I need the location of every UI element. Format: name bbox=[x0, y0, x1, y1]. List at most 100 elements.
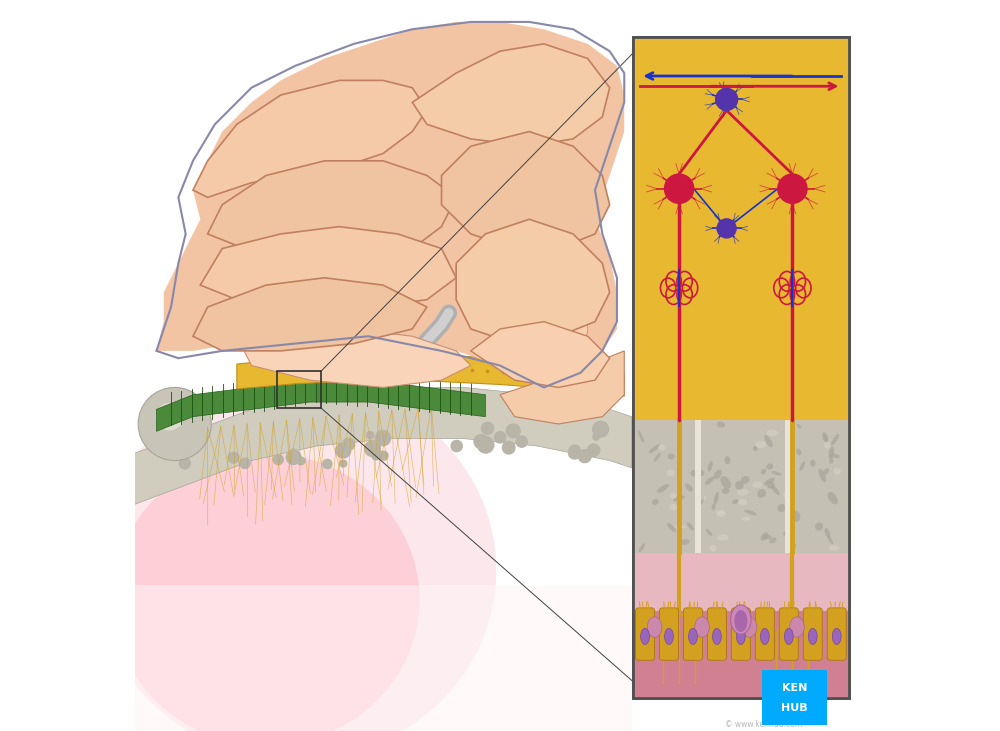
Ellipse shape bbox=[666, 469, 675, 477]
Ellipse shape bbox=[113, 453, 420, 731]
Circle shape bbox=[323, 459, 332, 469]
Ellipse shape bbox=[736, 629, 745, 645]
Ellipse shape bbox=[680, 539, 690, 545]
Ellipse shape bbox=[652, 499, 659, 505]
Bar bbox=[134, 585, 632, 731]
Ellipse shape bbox=[732, 499, 739, 504]
Ellipse shape bbox=[744, 510, 757, 515]
Ellipse shape bbox=[793, 511, 800, 522]
Ellipse shape bbox=[673, 496, 685, 501]
Ellipse shape bbox=[689, 629, 697, 645]
Ellipse shape bbox=[832, 629, 841, 645]
Circle shape bbox=[156, 404, 183, 430]
Ellipse shape bbox=[808, 629, 817, 645]
Ellipse shape bbox=[796, 449, 801, 455]
Circle shape bbox=[506, 424, 520, 438]
Ellipse shape bbox=[761, 469, 766, 474]
Ellipse shape bbox=[639, 543, 645, 552]
Ellipse shape bbox=[767, 430, 778, 436]
Ellipse shape bbox=[830, 454, 840, 458]
Circle shape bbox=[336, 443, 351, 458]
Ellipse shape bbox=[713, 629, 721, 645]
Ellipse shape bbox=[792, 544, 796, 549]
Ellipse shape bbox=[669, 504, 677, 510]
Circle shape bbox=[289, 449, 298, 458]
Ellipse shape bbox=[829, 545, 839, 550]
Ellipse shape bbox=[731, 605, 751, 635]
Circle shape bbox=[495, 431, 506, 443]
Ellipse shape bbox=[771, 485, 780, 495]
Ellipse shape bbox=[724, 456, 730, 464]
Bar bbox=[633, 37, 849, 420]
Ellipse shape bbox=[763, 534, 772, 539]
Ellipse shape bbox=[752, 482, 762, 488]
FancyBboxPatch shape bbox=[659, 608, 678, 660]
Ellipse shape bbox=[657, 484, 669, 493]
FancyBboxPatch shape bbox=[731, 608, 750, 660]
Ellipse shape bbox=[783, 491, 792, 499]
Circle shape bbox=[375, 431, 391, 446]
Polygon shape bbox=[442, 132, 610, 249]
Ellipse shape bbox=[741, 476, 750, 484]
Ellipse shape bbox=[738, 499, 747, 505]
Ellipse shape bbox=[714, 470, 722, 480]
Ellipse shape bbox=[685, 483, 693, 491]
Bar bbox=[695, 420, 701, 553]
Circle shape bbox=[502, 442, 515, 454]
Polygon shape bbox=[412, 44, 610, 146]
Polygon shape bbox=[156, 22, 624, 380]
Circle shape bbox=[371, 450, 381, 460]
Ellipse shape bbox=[753, 446, 758, 451]
Ellipse shape bbox=[769, 537, 777, 543]
Ellipse shape bbox=[767, 481, 774, 489]
Text: HUB: HUB bbox=[781, 702, 808, 713]
FancyBboxPatch shape bbox=[827, 608, 846, 660]
Bar bbox=[785, 420, 791, 553]
Ellipse shape bbox=[819, 469, 826, 482]
Circle shape bbox=[778, 174, 807, 203]
Circle shape bbox=[716, 88, 738, 110]
Bar bbox=[633, 37, 849, 698]
Ellipse shape bbox=[706, 529, 712, 536]
Circle shape bbox=[569, 445, 580, 456]
Ellipse shape bbox=[654, 452, 661, 462]
Circle shape bbox=[593, 421, 608, 437]
Ellipse shape bbox=[790, 617, 804, 637]
Ellipse shape bbox=[722, 488, 730, 494]
Ellipse shape bbox=[823, 468, 829, 475]
Ellipse shape bbox=[735, 481, 744, 490]
Circle shape bbox=[568, 447, 580, 459]
Ellipse shape bbox=[720, 476, 731, 489]
Ellipse shape bbox=[823, 435, 828, 442]
Ellipse shape bbox=[711, 504, 715, 510]
Ellipse shape bbox=[715, 510, 725, 514]
Ellipse shape bbox=[734, 610, 747, 632]
Bar bbox=[134, 0, 632, 731]
FancyBboxPatch shape bbox=[755, 608, 774, 660]
Polygon shape bbox=[471, 322, 610, 387]
Circle shape bbox=[587, 444, 600, 456]
Ellipse shape bbox=[833, 468, 841, 474]
Ellipse shape bbox=[757, 489, 766, 498]
Polygon shape bbox=[244, 329, 471, 387]
Ellipse shape bbox=[695, 617, 709, 637]
Ellipse shape bbox=[824, 442, 830, 449]
Ellipse shape bbox=[638, 430, 644, 443]
Circle shape bbox=[451, 441, 462, 452]
Ellipse shape bbox=[668, 453, 675, 459]
Ellipse shape bbox=[822, 432, 828, 440]
Polygon shape bbox=[456, 219, 610, 344]
Ellipse shape bbox=[500, 300, 588, 358]
Circle shape bbox=[664, 174, 694, 203]
Ellipse shape bbox=[797, 424, 801, 428]
Polygon shape bbox=[200, 227, 456, 307]
Ellipse shape bbox=[647, 617, 662, 637]
Ellipse shape bbox=[777, 504, 786, 512]
Circle shape bbox=[578, 450, 591, 463]
Circle shape bbox=[366, 431, 374, 439]
Polygon shape bbox=[156, 380, 485, 431]
Circle shape bbox=[516, 436, 527, 447]
Polygon shape bbox=[237, 354, 624, 396]
Text: © www.kenhub.com: © www.kenhub.com bbox=[725, 720, 802, 729]
Ellipse shape bbox=[94, 380, 496, 731]
